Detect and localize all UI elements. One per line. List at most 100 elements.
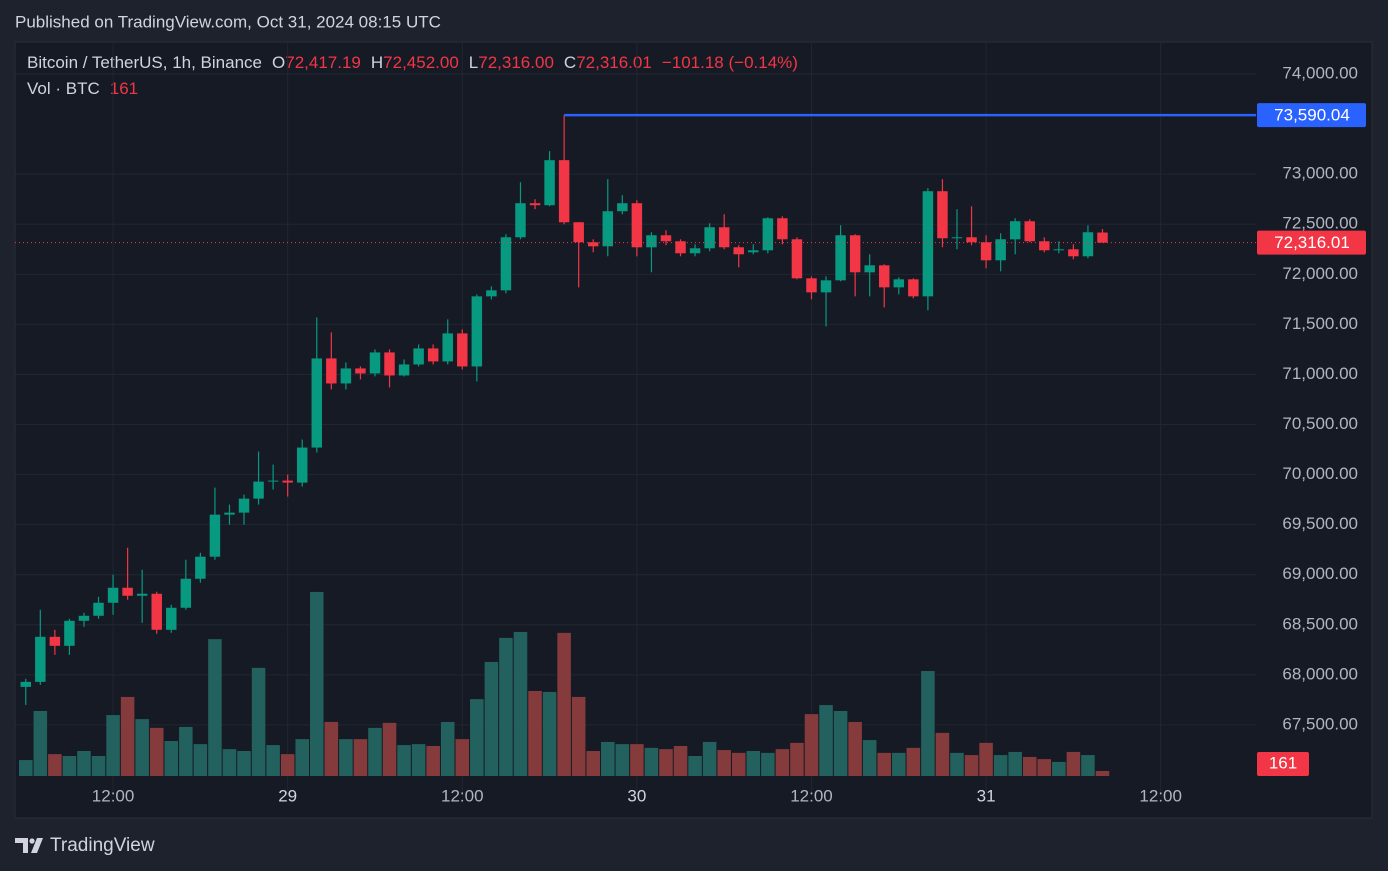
- readout-value: 72,417.19: [285, 53, 361, 72]
- volume-bar: [499, 637, 513, 776]
- candle-body: [136, 593, 148, 596]
- volume-bar: [77, 751, 91, 776]
- volume-bar: [557, 632, 571, 776]
- candle-body: [1053, 249, 1065, 251]
- readout-key: L: [469, 53, 478, 72]
- y-tick-label: 74,000.00: [1282, 64, 1358, 83]
- candle-body: [355, 368, 366, 374]
- volume-bar: [1081, 755, 1095, 776]
- candle-body: [864, 265, 875, 273]
- candle-body: [602, 211, 614, 247]
- readout-key: H: [371, 53, 383, 72]
- candle-body: [922, 191, 934, 297]
- candle-body: [966, 237, 977, 243]
- volume-bar: [819, 705, 833, 776]
- logo-mark: [15, 838, 28, 853]
- candle-body: [398, 364, 410, 376]
- readout-key: C: [564, 53, 576, 72]
- volume-bar: [295, 739, 309, 776]
- candle-body: [500, 237, 512, 291]
- volume-bar: [135, 719, 149, 776]
- y-tick-label: 69,500.00: [1282, 514, 1358, 533]
- y-tick-label: 69,000.00: [1282, 564, 1358, 583]
- candle-body: [587, 242, 599, 247]
- x-tick-label: 29: [278, 786, 297, 805]
- volume-bar: [91, 756, 106, 776]
- volume-bar: [542, 691, 557, 776]
- logo-dot: [29, 838, 35, 844]
- volume-bar: [717, 750, 731, 776]
- volume-bar: [1037, 759, 1052, 776]
- candle-body: [427, 348, 439, 362]
- volume-bar: [62, 756, 77, 776]
- volume-bar: [833, 711, 848, 776]
- candle-body: [384, 352, 395, 376]
- last-price-label: 72,316.01: [1274, 233, 1350, 252]
- volume-bar: [804, 714, 819, 776]
- volume-bar: [731, 752, 746, 776]
- y-tick-label: 70,500.00: [1282, 414, 1358, 433]
- volume-bar: [906, 747, 921, 776]
- candle-body: [879, 265, 890, 288]
- symbol: Bitcoin / TetherUS, 1h, Binance: [27, 53, 262, 72]
- volume-bar: [251, 667, 266, 776]
- candle-body: [457, 333, 468, 367]
- candle-body: [529, 203, 541, 206]
- chart-panel: [14, 41, 1373, 819]
- volume-bar: [484, 661, 499, 776]
- volume-bar: [644, 747, 659, 776]
- y-tick-label: 73,000.00: [1282, 164, 1358, 183]
- volume-bar: [892, 752, 906, 776]
- x-tick-label: 12:00: [1139, 786, 1182, 805]
- candle-body: [166, 607, 177, 630]
- volume-readout: Vol · BTC 161: [27, 79, 138, 98]
- volume-bar: [1066, 751, 1081, 776]
- last-volume-label: 161: [1269, 753, 1297, 772]
- volume-bar: [950, 752, 964, 776]
- volume-bar: [368, 727, 382, 776]
- candle-body: [1039, 241, 1050, 251]
- volume-bar: [455, 739, 470, 776]
- y-tick-label: 71,500.00: [1282, 314, 1358, 333]
- candle-body: [835, 235, 846, 281]
- candle-body: [64, 620, 75, 646]
- candle-body: [660, 235, 672, 242]
- x-tick-label: 31: [977, 786, 996, 805]
- volume-bar: [193, 744, 208, 776]
- candle-body: [442, 333, 453, 362]
- published-note: Published on TradingView.com, Oct 31, 20…: [15, 12, 441, 31]
- last-price-box: [1257, 230, 1366, 255]
- y-tick-label: 67,500.00: [1282, 714, 1358, 733]
- volume-title: Vol · BTC: [27, 79, 100, 98]
- candle-body: [296, 447, 308, 483]
- volume-bar: [382, 722, 397, 776]
- candle-body: [995, 239, 1006, 261]
- candle-body: [937, 191, 948, 239]
- candle-body: [1068, 249, 1079, 257]
- volume-bar: [280, 754, 295, 776]
- logo-slash: [31, 838, 43, 853]
- x-tick-label: 12:00: [441, 786, 484, 805]
- volume-bar: [615, 744, 630, 776]
- candle-body: [573, 222, 584, 243]
- brand-name: TradingView: [50, 835, 155, 856]
- candle-body: [78, 615, 90, 621]
- y-tick-label: 68,500.00: [1282, 614, 1358, 633]
- volume-bar: [339, 739, 353, 776]
- candle-body: [646, 235, 657, 248]
- candle-body: [224, 512, 235, 515]
- volume-bar: [659, 749, 673, 776]
- volume-bar: [935, 732, 950, 776]
- volume-bar: [1052, 761, 1066, 776]
- volume-bar: [149, 727, 164, 776]
- candle-body: [267, 480, 279, 482]
- volume-bar: [470, 699, 484, 776]
- volume-bar: [746, 751, 761, 776]
- volume-bar: [208, 639, 222, 776]
- x-tick-label: 30: [627, 786, 646, 805]
- volume-bar: [571, 696, 586, 776]
- volume-bar: [790, 742, 804, 776]
- candle-body: [893, 279, 905, 288]
- candle-body: [486, 290, 497, 297]
- candle-body: [762, 218, 774, 251]
